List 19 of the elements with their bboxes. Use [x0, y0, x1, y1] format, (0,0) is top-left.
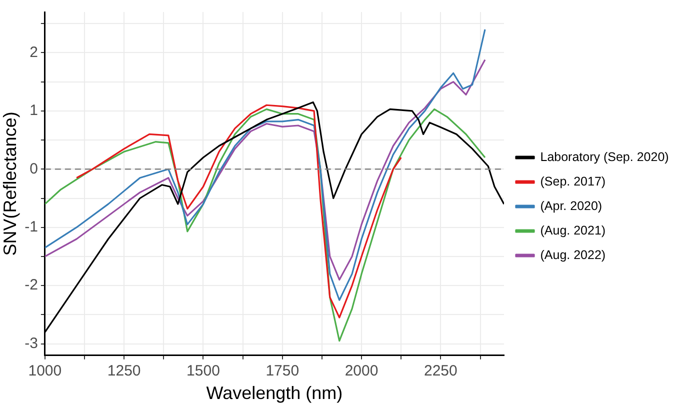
x-tick-label: 1750: [266, 362, 300, 380]
x-tick-label: 2000: [344, 362, 378, 380]
legend-label: Laboratory (Sep. 2020): [540, 150, 669, 164]
x-tick-label: 1500: [186, 362, 220, 380]
x-tick-label: 2250: [424, 362, 458, 380]
legend-label: (Sep. 2017): [540, 174, 606, 188]
y-axis-title: SNV(Reflectance): [0, 112, 20, 256]
x-tick-label: 1250: [107, 362, 141, 380]
legend-label: (Apr. 2020): [540, 198, 602, 213]
y-tick-label: -2: [24, 276, 38, 294]
y-tick-label: 2: [30, 44, 38, 61]
legend-label: (Aug. 2022): [540, 248, 606, 262]
legend-label: (Aug. 2021): [540, 223, 606, 238]
x-tick-label: 1000: [28, 362, 62, 380]
y-tick-label: -1: [24, 218, 38, 236]
x-axis-title: Wavelength (nm): [206, 383, 343, 404]
y-tick-label: 1: [30, 102, 38, 120]
y-tick-label: -3: [24, 334, 38, 352]
y-tick-label: 0: [30, 160, 38, 178]
